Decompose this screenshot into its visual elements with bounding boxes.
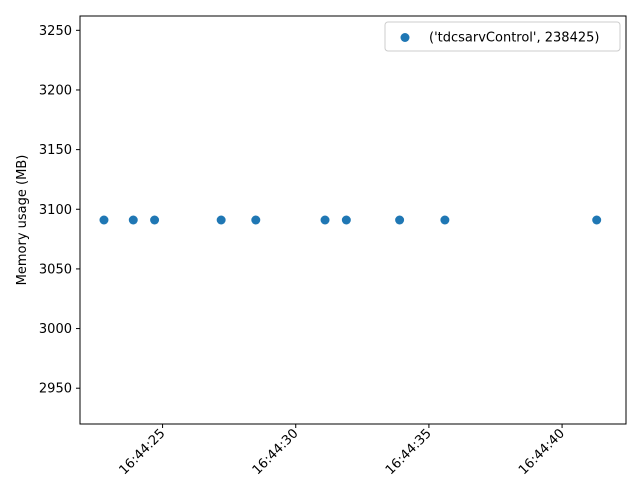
x-tick-label: 16:44:30 [250,426,302,478]
y-tick-label: 2950 [39,382,72,397]
axes-frame [79,15,627,425]
y-axis-label: Memory usage (MB) [15,155,30,286]
y-tick-label: 3250 [39,24,72,39]
data-point [128,215,138,225]
data-point [150,215,160,225]
y-tick-label: 3200 [39,83,72,98]
data-point [440,215,450,225]
y-tick-label: 3000 [39,322,72,337]
y-tick-label: 3100 [39,203,72,218]
legend-box [384,21,621,52]
legend-marker [400,33,410,42]
data-point [216,215,226,225]
data-point [395,215,405,225]
data-point [99,215,109,225]
x-tick-label: 16:44:25 [116,426,168,478]
legend-label: ('tdcsarvControl', 238425) [429,31,599,46]
data-point [592,215,602,225]
data-points [99,215,602,225]
legend: ('tdcsarvControl', 238425) [384,21,621,52]
data-point [320,215,330,225]
y-tick-label: 3050 [39,262,72,277]
axes: 2950 3000 3050 3100 3150 3200 3250 16:44:25 16:4… [39,15,627,478]
data-point [341,215,351,225]
data-point [251,215,261,225]
x-tick-label: 16:44:40 [516,426,568,478]
x-tick-label: 16:44:35 [383,426,435,478]
y-tick-label: 3150 [39,143,72,158]
